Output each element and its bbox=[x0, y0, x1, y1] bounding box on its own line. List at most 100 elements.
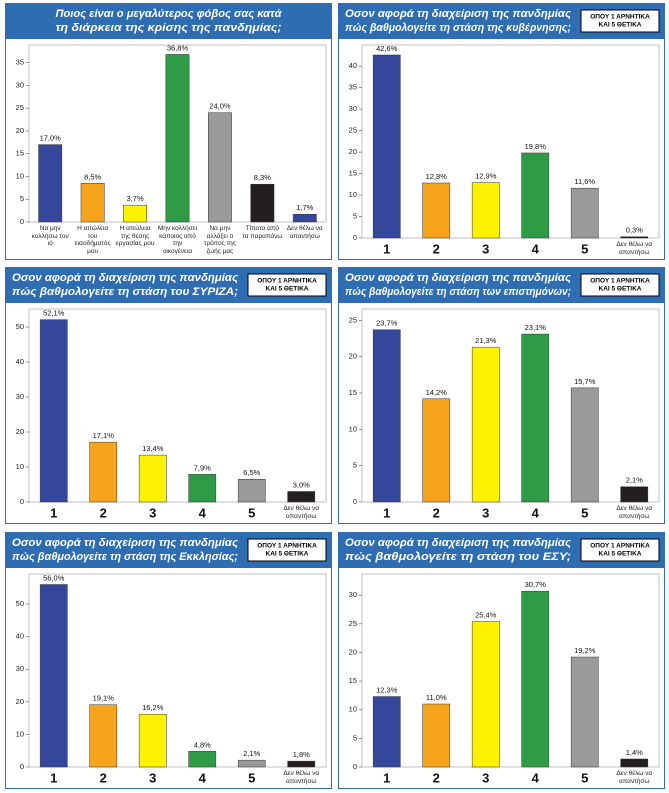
bar bbox=[89, 441, 118, 503]
value-label: 21,3% bbox=[475, 336, 497, 345]
bar bbox=[372, 54, 401, 239]
bar bbox=[422, 398, 451, 503]
bar bbox=[372, 329, 401, 503]
note-text: ΟΠΟΥ 1 ΑΡΝΗΤΙΚΑ bbox=[590, 278, 650, 285]
value-label: 1,4% bbox=[626, 748, 643, 757]
x-tick-label: 2 bbox=[433, 770, 440, 785]
bar bbox=[570, 387, 599, 503]
x-tick-label: 2 bbox=[100, 770, 107, 785]
note-text: ΚΑΙ 5 ΘΕΤΙΚΑ bbox=[599, 551, 642, 558]
value-label: 1,8% bbox=[293, 750, 310, 759]
x-tick-label: 3 bbox=[482, 241, 489, 256]
value-label: 3,7% bbox=[127, 194, 144, 203]
value-label: 23,1% bbox=[525, 323, 547, 332]
x-label-box: Τίποτα από τα παραπάνω bbox=[242, 225, 282, 240]
x-tick-label: 1 bbox=[383, 505, 390, 520]
value-label: 24,0% bbox=[209, 102, 231, 111]
x-tick-label: 4 bbox=[199, 770, 207, 785]
bar bbox=[188, 474, 217, 503]
bar bbox=[521, 590, 550, 768]
y-tick-label: 50 bbox=[16, 599, 24, 608]
chart-title: τη διάρκεια της κρίσης της πανδημίας; bbox=[56, 22, 282, 34]
x-tick-label: 4 bbox=[532, 241, 540, 256]
note-text: ΟΠΟΥ 1 ΑΡΝΗΤΙΚΑ bbox=[590, 14, 650, 21]
x-tick-label: 5 bbox=[581, 770, 588, 785]
bar bbox=[620, 236, 649, 239]
y-tick-label: 20 bbox=[16, 427, 24, 436]
chart-title: Οσον αφορά τη διαχείριση της πανδημίας bbox=[345, 272, 572, 284]
x-label-box: Η απώλεια της θέσης εργασίας μου bbox=[116, 225, 155, 247]
chart-panel: Ποιος είναι ο μεγαλύτερος φόβος σας κατά… bbox=[5, 3, 332, 260]
bar bbox=[165, 54, 190, 223]
chart-panel: Οσον αφορά τη διαχείριση της πανδημίας πώ… bbox=[338, 3, 665, 260]
value-label: 12,3% bbox=[376, 686, 398, 695]
value-label: 11,0% bbox=[426, 693, 447, 702]
y-tick-label: 20 bbox=[349, 647, 357, 656]
y-tick-label: 40 bbox=[349, 61, 357, 70]
value-label: 19,2% bbox=[574, 646, 596, 655]
y-tick-label: 25 bbox=[349, 619, 357, 628]
bar bbox=[237, 479, 266, 503]
x-tick-label: 3 bbox=[149, 505, 156, 520]
bar bbox=[471, 346, 500, 503]
note-box bbox=[580, 273, 660, 297]
y-tick-label: 15 bbox=[349, 169, 357, 178]
y-tick-label: 10 bbox=[16, 462, 24, 471]
x-tick-label: 1 bbox=[50, 770, 57, 785]
bar bbox=[237, 759, 266, 768]
x-tick-label: Δεν θέλω να απαντήσω bbox=[616, 770, 653, 785]
y-tick-label: 20 bbox=[16, 697, 24, 706]
title-bar bbox=[5, 3, 332, 39]
value-label: 8,5% bbox=[84, 172, 101, 181]
x-tick-label: 3 bbox=[482, 505, 489, 520]
y-tick-label: 15 bbox=[349, 388, 357, 397]
value-label: 2,1% bbox=[626, 476, 643, 485]
x-tick-label: 4 bbox=[199, 505, 207, 520]
y-tick-label: 15 bbox=[349, 676, 357, 685]
bar bbox=[138, 454, 167, 503]
note-text: ΟΠΟΥ 1 ΑΡΝΗΤΙΚΑ bbox=[257, 278, 317, 285]
bar bbox=[422, 703, 451, 768]
bar bbox=[292, 214, 317, 223]
x-tick-label: 5 bbox=[248, 770, 255, 785]
x-tick-label: Δεν θέλω να απαντήσω bbox=[283, 770, 320, 785]
chart-title: Οσον αφορά τη διαχείριση της πανδημίας bbox=[12, 537, 239, 549]
y-tick-label: 35 bbox=[349, 83, 357, 92]
y-tick-label: 10 bbox=[349, 705, 357, 714]
value-label: 1,7% bbox=[296, 203, 313, 212]
y-tick-label: 30 bbox=[16, 392, 24, 401]
x-tick-label: Μην κολλήσει κάποιος από την οικογένεια bbox=[157, 225, 198, 255]
chart-panel: Οσον αφορά τη διαχείριση της πανδημίας πώ… bbox=[5, 532, 332, 789]
value-label: 12,8% bbox=[426, 172, 448, 181]
note-text: ΚΑΙ 5 ΘΕΤΙΚΑ bbox=[266, 286, 309, 293]
plot-frame bbox=[361, 308, 660, 503]
value-label: 11,6% bbox=[574, 177, 595, 186]
note-text: ΟΠΟΥ 1 ΑΡΝΗΤΙΚΑ bbox=[257, 543, 317, 550]
value-label: 13,4% bbox=[142, 444, 164, 453]
y-tick-label: 10 bbox=[16, 171, 24, 180]
x-tick-label: 2 bbox=[433, 505, 440, 520]
y-tick-label: 40 bbox=[16, 632, 24, 641]
y-tick-label: 25 bbox=[349, 315, 357, 324]
x-label-box: Να μην αλλάξει ο τρόπος της ζωής μας bbox=[204, 225, 236, 255]
chart-title: πώς βαθμολογείτε τη στάση του ΕΣΥ; bbox=[345, 551, 571, 563]
bar bbox=[138, 713, 167, 768]
chart-title: πώς βαθμολογείτε τη στάση του ΣΥΡΙΖΑ; bbox=[12, 286, 238, 298]
x-label-box: Δεν θέλω να απαντήσω bbox=[616, 241, 652, 256]
x-label-box: Να μην κολλήσω τον ιό bbox=[32, 225, 69, 247]
bar bbox=[39, 319, 68, 503]
bar bbox=[372, 696, 401, 768]
bar bbox=[38, 144, 63, 223]
x-tick-label: 1 bbox=[383, 770, 390, 785]
x-label-box: Δεν θέλω να απαντήσω bbox=[287, 225, 323, 240]
bar bbox=[39, 584, 68, 768]
value-label: 30,7% bbox=[525, 580, 547, 589]
value-label: 19,8% bbox=[525, 142, 547, 151]
x-tick-label: 2 bbox=[433, 241, 440, 256]
bar bbox=[471, 182, 500, 239]
y-tick-label: 0 bbox=[20, 762, 24, 771]
bar bbox=[188, 751, 217, 768]
y-tick-label: 10 bbox=[16, 729, 24, 738]
y-tick-label: 10 bbox=[349, 424, 357, 433]
y-tick-label: 5 bbox=[353, 733, 357, 742]
